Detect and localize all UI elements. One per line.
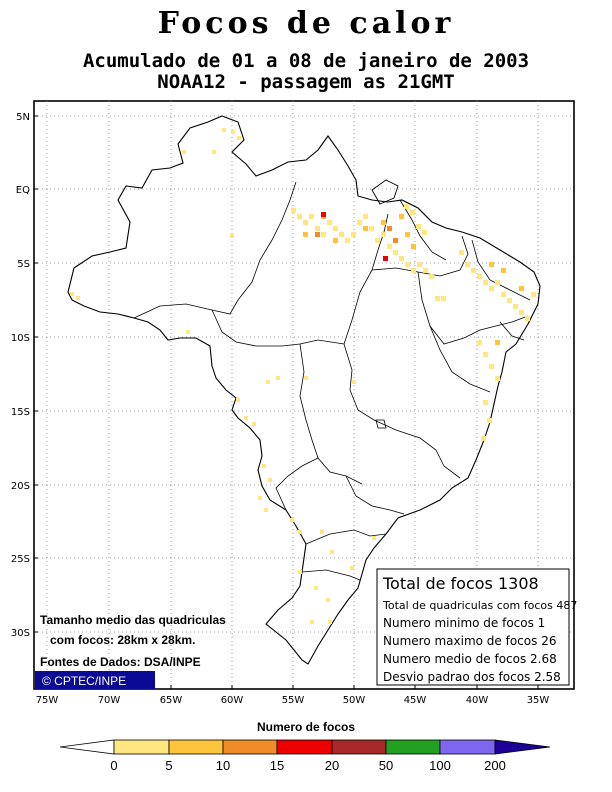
lat-label-eq: EQ [16,185,30,196]
lon-label-75w: 75W [36,695,59,706]
data-sources-note: Fontes de Dados: DSA/INPE [40,655,201,669]
legend-tick-20: 20 [325,758,339,773]
lat-label-20s: 20S [11,481,30,492]
legend-tick-50: 50 [379,758,393,773]
stat-mean-focos: Numero medio de focos 2.68 [383,652,557,666]
legend-swatch-4 [331,739,387,755]
lon-label-40w: 40W [466,695,489,706]
credit-text: © CPTEC/INPE [42,674,126,688]
lon-label-35w: 35W [527,695,550,706]
lat-label-5s: 5S [17,259,30,270]
fire-cells [70,128,536,624]
state-borders [133,181,531,581]
lon-label-70w: 70W [98,695,121,706]
lon-label-65w: 65W [160,695,183,706]
legend-title: Numero de focos [257,720,355,734]
lat-label-15s: 15S [11,407,30,418]
legend-tick-10: 10 [216,758,230,773]
lon-label-60w: 60W [221,695,244,706]
statistics-box [376,568,570,686]
legend-tick-200: 200 [484,758,506,773]
map-title: Focos de calor [157,6,455,41]
legend-swatch-2 [222,739,278,755]
lat-label-30s: 30S [11,628,30,639]
legend-swatch-3 [276,739,333,755]
lon-label-55w: 55W [282,695,305,706]
legend-colorbar [59,739,551,755]
marajo-island [371,179,399,205]
grid-size-note-line1: Tamanho medio das quadriculas [40,613,226,627]
stat-total-quadriculas: Total de quadriculas com focos 487 [382,599,577,612]
legend-swatch-0 [113,739,170,755]
legend-swatch-1 [168,739,224,755]
legend-swatch-6 [439,739,496,755]
axis-ticks [34,115,539,689]
stat-total-focos: Total de focos 1308 [382,574,539,593]
legend-tick-0: 0 [110,758,117,773]
credit-badge [35,671,155,689]
map-subtitle-satellite: NOAA12 - passagem as 21GMT [157,71,455,93]
map-subtitle-period: Acumulado de 01 a 08 de janeiro de 2003 [82,50,530,72]
legend-arrow-high [494,739,551,755]
lon-label-50w: 50W [343,695,366,706]
lat-label-5n: 5N [16,112,30,123]
legend-swatch-5 [385,739,441,755]
lat-label-10s: 10S [11,333,30,344]
lon-label-45w: 45W [404,695,427,706]
legend-tick-100: 100 [429,758,451,773]
stat-max-focos: Numero maximo de focos 26 [383,634,556,648]
legend-arrow-low [59,739,115,755]
grid-size-note-line2: com focos: 28km x 28km. [50,633,195,647]
brazil-outline [67,115,541,665]
stat-min-focos: Numero minimo de focos 1 [383,616,545,630]
legend-tick-15: 15 [270,758,284,773]
stat-std-focos: Desvio padrao dos focos 2.58 [383,670,561,684]
legend-tick-5: 5 [165,758,172,773]
lat-label-25s: 25S [11,554,30,565]
